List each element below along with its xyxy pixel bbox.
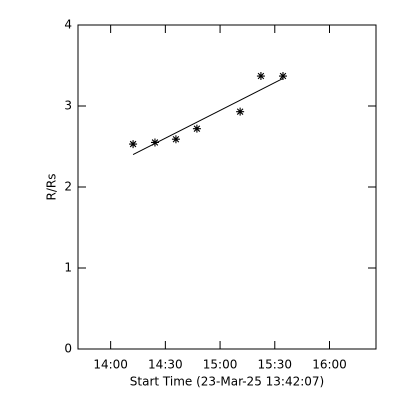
asterisk-marker [192, 124, 201, 133]
y-axis-label: R/Rs [45, 174, 59, 201]
asterisk-marker [171, 135, 180, 144]
plot-frame [77, 24, 377, 350]
y-tick-label: 0 [64, 342, 72, 356]
y-tick-label: 4 [64, 18, 72, 32]
y-tick-label: 1 [64, 261, 72, 275]
y-tick-label: 2 [64, 180, 72, 194]
x-tick-label: 14:30 [148, 358, 183, 372]
x-tick-label: 15:30 [257, 358, 292, 372]
asterisk-marker [129, 140, 138, 149]
asterisk-marker [278, 72, 287, 81]
asterisk-marker [150, 138, 159, 147]
x-tick-label: 15:00 [203, 358, 238, 372]
fit-line [132, 78, 284, 156]
x-axis-label: Start Time (23-Mar-25 13:42:07) [130, 375, 324, 389]
asterisk-marker [256, 72, 265, 81]
x-tick-label: 14:00 [93, 358, 128, 372]
asterisk-marker [236, 107, 245, 116]
y-tick-label: 3 [64, 99, 72, 113]
x-tick-label: 16:00 [312, 358, 347, 372]
